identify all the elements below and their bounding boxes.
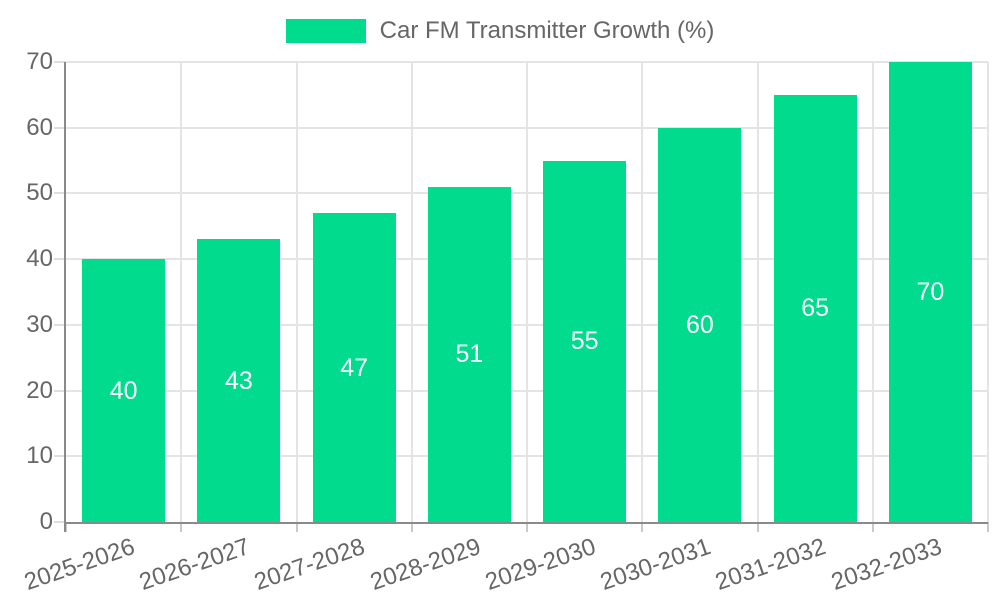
bar-value-label: 60 [685, 310, 714, 339]
x-gridline [641, 62, 644, 522]
legend-item[interactable]: Car FM Transmitter Growth (%) [285, 17, 715, 45]
x-tick-label: 2031-2032 [712, 533, 830, 596]
y-tick-label: 0 [39, 508, 53, 535]
bar-2025-2026[interactable] [82, 259, 166, 522]
x-axis-tick [410, 522, 413, 532]
bar-value-label: 55 [570, 327, 599, 356]
bar-value-label: 65 [801, 294, 830, 323]
legend-swatch [285, 19, 366, 43]
bar-value-label: 40 [109, 376, 138, 405]
x-axis-line [64, 522, 988, 524]
y-tick-label: 60 [26, 113, 53, 141]
y-axis-tick [54, 389, 66, 392]
bar-2030-2031[interactable] [658, 127, 742, 522]
y-tick-label: 50 [26, 179, 53, 207]
y-axis-tick [54, 521, 66, 523]
x-axis-tick [295, 522, 298, 532]
x-axis-tick [871, 522, 874, 532]
y-tick-label: 10 [26, 442, 53, 470]
y-axis-tick [54, 126, 66, 129]
bar-2027-2028[interactable] [312, 213, 396, 522]
x-tick-label: 2029-2030 [481, 533, 600, 596]
x-axis-tick [180, 522, 183, 532]
x-tick-label: 2028-2029 [366, 533, 484, 596]
x-gridline [410, 62, 413, 522]
bar-2032-2033[interactable] [888, 62, 972, 522]
x-gridline [756, 62, 759, 522]
y-axis-tick [54, 258, 66, 261]
bar-value-label: 47 [340, 353, 369, 382]
x-axis-tick [65, 522, 67, 532]
bar-2031-2032[interactable] [773, 94, 857, 522]
x-gridline [295, 62, 298, 522]
y-tick-label: 40 [26, 245, 53, 273]
x-gridline [180, 62, 183, 522]
x-tick-label: 2026-2027 [136, 533, 254, 596]
legend-label: Car FM Transmitter Growth (%) [379, 17, 715, 44]
x-tick-label: 2030-2031 [597, 533, 715, 596]
bar-2026-2027[interactable] [197, 239, 281, 522]
y-axis-line [64, 62, 66, 532]
x-gridline [871, 62, 874, 522]
x-gridline [987, 62, 989, 522]
bar-2029-2030[interactable] [543, 160, 627, 522]
y-axis-tick [54, 192, 66, 195]
y-tick-label: 20 [26, 376, 53, 404]
bar-value-label: 51 [455, 340, 484, 369]
x-tick-label: 2032-2033 [827, 533, 945, 596]
bar-2028-2029[interactable] [427, 186, 511, 522]
x-tick-label: 2027-2028 [251, 533, 369, 596]
y-axis-tick [54, 455, 66, 458]
y-axis-tick [54, 323, 66, 326]
y-tick-label: 30 [26, 310, 53, 338]
x-axis-tick [756, 522, 759, 532]
y-axis-tick [54, 61, 66, 63]
x-tick-label: 2025-2026 [20, 533, 139, 596]
x-gridline [526, 62, 528, 522]
x-axis-tick [987, 522, 989, 532]
legend: Car FM Transmitter Growth (%) [0, 17, 1000, 45]
x-axis-tick [641, 522, 644, 532]
bar-value-label: 43 [224, 366, 253, 395]
x-axis-tick [526, 522, 528, 532]
y-tick-label: 70 [26, 48, 53, 75]
bar-value-label: 70 [916, 278, 945, 306]
